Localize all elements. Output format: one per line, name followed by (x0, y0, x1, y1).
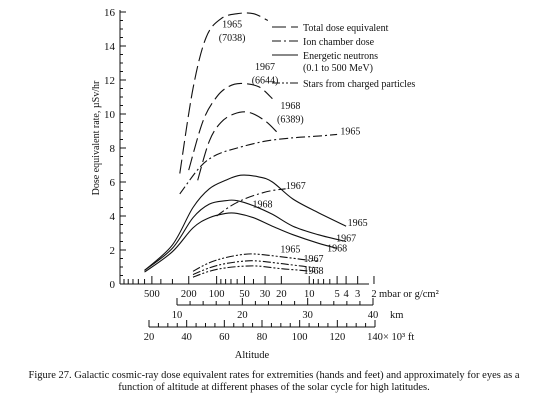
km-tick-label: 40 (368, 310, 379, 321)
y-tick-label: 0 (110, 279, 116, 291)
legend-label: Energetic neutrons (303, 51, 378, 62)
y-tick-label: 16 (104, 7, 116, 19)
series-line-dash-dot-dot (192, 265, 319, 278)
series-line-dash-dot-dot (192, 253, 319, 272)
km-unit-label: km (390, 310, 403, 321)
pressure-tick-label: 3 (355, 289, 360, 300)
series-line-solid (144, 199, 347, 271)
pressure-tick-label: 20 (276, 289, 287, 300)
curve-annotation: (7038) (219, 33, 246, 44)
ft-tick-label: 20 (144, 332, 155, 343)
y-tick-label: 14 (104, 41, 116, 53)
pressure-tick-label: 4 (343, 289, 349, 300)
ft-tick-label: 100 (292, 332, 308, 343)
pressure-tick-label: 500 (144, 289, 160, 300)
y-axis-label: Dose equivalent rate, µSv/hr (91, 80, 102, 195)
y-tick-label: 10 (104, 109, 116, 121)
legend-label: (0.1 to 500 MeV) (303, 63, 373, 74)
curve-annotation: 1965 (348, 218, 368, 229)
series-line-long-dash (188, 82, 273, 171)
pressure-tick-label: 50 (239, 289, 250, 300)
ft-tick-label: 40 (181, 332, 192, 343)
pressure-tick-label: 100 (209, 289, 225, 300)
pressure-tick-label: 2 (371, 289, 376, 300)
series-line-long-dash (179, 12, 269, 174)
curve-annotation: 1965 (280, 245, 300, 256)
legend-label: Stars from charged particles (303, 79, 415, 90)
pressure-unit-label: mbar or g/cm² (379, 289, 439, 300)
ft-tick-label: 120 (329, 332, 345, 343)
curve-annotation: 1967 (336, 234, 356, 245)
series-line-solid (144, 212, 338, 273)
pressure-tick-label: 5 (334, 289, 339, 300)
pressure-tick-label: 10 (304, 289, 315, 300)
y-tick-label: 2 (110, 245, 116, 257)
curve-annotation: 1968 (252, 200, 272, 211)
series-line-solid (144, 174, 347, 271)
km-tick-label: 30 (302, 310, 313, 321)
figure-caption: Figure 27. Galactic cosmic-ray dose equi… (10, 370, 538, 394)
series-line-dash-dot (216, 188, 286, 217)
curve-annotation: 1968 (280, 101, 300, 112)
y-tick-label: 6 (110, 177, 116, 189)
y-tick-label: 8 (110, 143, 116, 155)
curve-annotation: 1967 (255, 62, 275, 73)
ft-unit-label: × 10³ ft (383, 332, 414, 343)
caption-line-2: function of altitude at different phases… (118, 382, 430, 393)
ft-tick-label: 60 (219, 332, 230, 343)
caption-line-1: Figure 27. Galactic cosmic-ray dose equi… (28, 370, 520, 381)
km-tick-label: 10 (172, 310, 183, 321)
curve-annotation: (6644) (252, 75, 279, 86)
series-line-long-dash (197, 111, 278, 181)
ft-tick-label: 80 (257, 332, 268, 343)
curve-annotation: 1965 (222, 19, 242, 30)
legend-label: Total dose equivalent (303, 23, 389, 34)
legend-label: Ion chamber dose (303, 37, 375, 48)
curve-annotation: (6389) (277, 115, 304, 126)
series-line-dash-dot-dot (192, 260, 319, 276)
pressure-tick-label: 200 (181, 289, 197, 300)
x-axis-title: Altitude (235, 350, 270, 361)
y-tick-label: 12 (104, 75, 115, 87)
curve-annotation: 1967 (286, 181, 306, 192)
curve-annotation: 1968 (327, 244, 347, 255)
pressure-tick-label: 30 (260, 289, 271, 300)
km-tick-label: 20 (237, 310, 248, 321)
curve-annotation: 1965 (340, 126, 360, 137)
y-tick-label: 4 (110, 211, 116, 223)
curve-annotation: 1967 (303, 254, 323, 265)
ft-tick-label: 140 (367, 332, 383, 343)
series-line-dash-dot (179, 133, 338, 195)
curve-annotation: 1968 (303, 266, 323, 277)
